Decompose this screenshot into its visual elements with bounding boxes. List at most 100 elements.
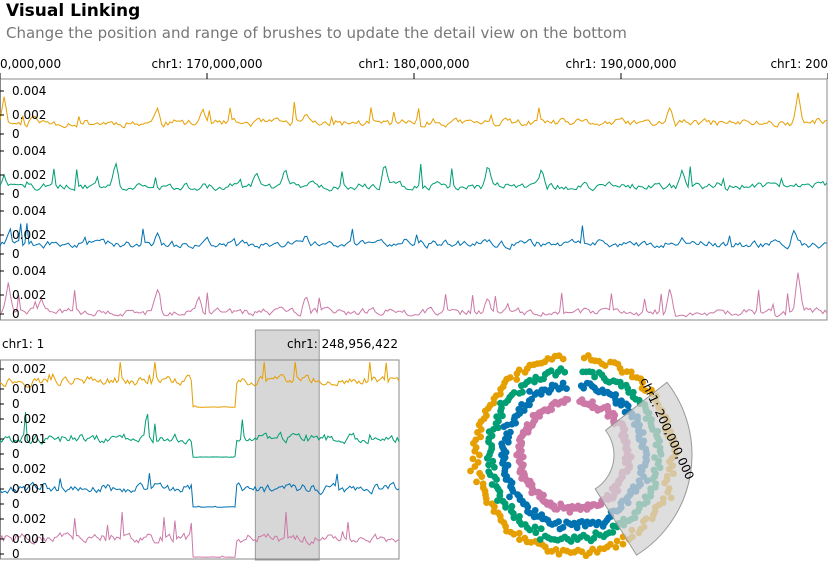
circular-point: [604, 413, 612, 420]
circular-point: [523, 421, 531, 428]
circular-point: [526, 388, 533, 395]
circular-point: [641, 387, 649, 394]
circular-point: [476, 469, 483, 477]
top-x-tick-label: chr1: 180,000,000: [359, 57, 470, 71]
top-y-tick-label: 0.002: [12, 228, 46, 242]
bottom-x-tick-label: chr1: 1: [2, 337, 44, 351]
circular-point: [612, 391, 620, 398]
circular-point: [566, 508, 574, 516]
top-y-tick-label: 0.004: [12, 204, 46, 218]
circular-point: [609, 522, 617, 530]
bottom-y-tick-label: 0: [12, 497, 20, 511]
circular-point: [557, 500, 565, 508]
circular-point: [613, 537, 621, 545]
circular-point: [559, 379, 567, 387]
circular-point: [531, 523, 539, 531]
circular-point: [532, 529, 540, 537]
bottom-y-tick-label: 0.002: [12, 462, 46, 476]
circular-point: [563, 518, 570, 526]
circular-point: [591, 373, 598, 381]
circular-point: [612, 544, 620, 551]
circular-point: [506, 493, 513, 501]
bottom-track-line: [0, 361, 400, 408]
circular-point: [531, 507, 539, 514]
circular-point: [469, 455, 477, 463]
circular-point: [516, 518, 523, 525]
bottom-view-frame: [0, 359, 400, 560]
circular-point: [563, 385, 570, 392]
bottom-x-tick-label: chr1: 248,956,422: [287, 337, 398, 351]
circular-point: [472, 436, 480, 444]
top-y-tick-label: 0.004: [12, 144, 46, 158]
circular-point: [467, 467, 474, 475]
detail-brush[interactable]: [254, 329, 320, 561]
circular-point: [489, 457, 497, 465]
circular-point: [528, 395, 535, 403]
circular-point: [507, 428, 514, 436]
page-title: Visual Linking: [6, 1, 141, 21]
circular-point: [601, 362, 609, 369]
circular-point: [476, 451, 483, 459]
circular-point: [639, 379, 646, 386]
circular-point: [581, 522, 589, 530]
circular-point: [589, 398, 596, 406]
bottom-track-line: [0, 511, 400, 558]
circular-point: [506, 374, 514, 381]
circular-point: [515, 366, 523, 374]
bottom-y-tick-label: 0: [12, 397, 20, 411]
top-track-line: [0, 223, 828, 251]
top-y-tick-label: 0.004: [12, 264, 46, 278]
circular-point: [521, 534, 529, 542]
top-track-line: [0, 161, 828, 192]
bottom-y-tick-label: 0.001: [12, 482, 46, 496]
circular-brush[interactable]: [594, 381, 693, 556]
bottom-y-tick-label: 0: [12, 447, 20, 461]
top-x-tick-label: chr1: 190,000,000: [566, 57, 677, 71]
circular-point: [592, 529, 600, 536]
circular-point: [564, 396, 572, 403]
circular-point: [498, 440, 506, 448]
circular-point: [516, 536, 523, 543]
circular-point: [488, 500, 496, 508]
circular-point: [629, 388, 637, 396]
circular-point: [536, 536, 544, 543]
circular-point: [541, 532, 549, 540]
top-y-tick-label: 0: [12, 307, 20, 321]
circular-point: [582, 552, 590, 560]
circular-point: [519, 388, 526, 396]
top-y-tick-label: 0.004: [12, 84, 46, 98]
circular-point: [497, 390, 504, 398]
circular-point: [559, 355, 567, 363]
circular-point: [627, 368, 635, 376]
bottom-y-tick-label: 0.001: [12, 382, 46, 396]
circular-point: [619, 540, 627, 548]
circular-point: [474, 459, 482, 466]
bottom-y-tick-label: 0.001: [12, 532, 46, 546]
top-view-frame: [0, 78, 828, 321]
circular-point: [479, 480, 487, 488]
circular-point: [493, 413, 501, 420]
circular-point: [485, 468, 493, 475]
circular-point: [547, 367, 555, 375]
circular-point: [561, 368, 569, 376]
circular-point: [520, 407, 528, 414]
circular-point: [515, 529, 523, 537]
top-x-tick-label: 0,000,000: [0, 57, 61, 71]
circular-point: [494, 497, 501, 504]
top-y-tick-label: 0: [12, 127, 20, 141]
bottom-track-line: [0, 411, 400, 458]
top-track-line: [0, 272, 828, 318]
top-y-tick-label: 0: [12, 247, 20, 261]
circular-point: [499, 497, 507, 505]
page-subtitle: Change the position and range of brushes…: [6, 24, 627, 42]
circular-point: [473, 478, 480, 486]
circular-point: [556, 525, 564, 533]
top-y-tick-label: 0.002: [12, 288, 46, 302]
bottom-track-line: [0, 473, 400, 508]
circular-point: [519, 453, 527, 461]
circular-point: [513, 376, 521, 383]
top-x-tick-label: chr1: 170,000,000: [152, 57, 263, 71]
bottom-y-tick-label: 0.002: [12, 362, 46, 376]
top-y-tick-label: 0.002: [12, 108, 46, 122]
